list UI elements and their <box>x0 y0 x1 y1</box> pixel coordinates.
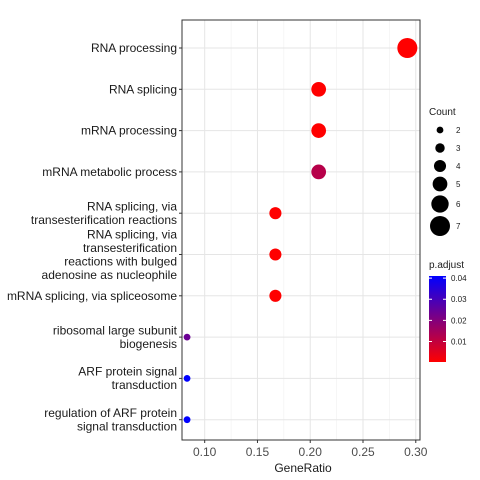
term-label: mRNA processing <box>81 124 177 138</box>
p-adjust-legend: p.adjust 0.01 0.02 0.03 0.04 <box>429 260 467 362</box>
count-legend-key <box>433 159 447 173</box>
x-axis: 0.10 0.15 0.20 0.25 0.30 <box>193 440 428 459</box>
term-point <box>183 375 191 382</box>
term-label: mRNA metabolic process <box>42 165 177 179</box>
term-point <box>183 333 191 341</box>
term-label: mRNA splicing, via spliceosome <box>7 289 177 303</box>
x-tick-label: 0.30 <box>404 445 428 459</box>
panel-grid <box>182 20 420 440</box>
x-tick-label: 0.15 <box>246 445 270 459</box>
count-legend-label: 6 <box>456 200 461 209</box>
x-axis-title: GeneRatio <box>274 461 332 475</box>
count-legend-key <box>431 195 449 213</box>
count-legend-label: 7 <box>456 222 461 231</box>
term-point <box>311 123 327 138</box>
term-label: regulation of ARF protein signal transduc… <box>44 406 177 434</box>
term-label: ARF protein signal transduction <box>78 365 177 393</box>
term-label: RNA splicing, via transesterification reac… <box>42 227 178 282</box>
term-point <box>269 207 282 220</box>
count-legend-label: 4 <box>456 162 461 171</box>
colorbar-label: 0.03 <box>451 295 467 304</box>
count-legend-key <box>435 143 445 153</box>
term-point <box>269 289 282 302</box>
count-legend-title: Count <box>429 107 456 118</box>
term-point <box>397 38 418 58</box>
x-tick-label: 0.20 <box>299 445 323 459</box>
p-adjust-legend-title: p.adjust <box>429 260 464 271</box>
count-legend-label: 5 <box>456 180 461 189</box>
count-legend-label: 2 <box>456 126 461 135</box>
term-label: RNA splicing, via transesterification rea… <box>31 199 177 227</box>
colorbar-label: 0.02 <box>451 316 467 325</box>
term-point <box>311 164 327 180</box>
count-legend-key <box>430 216 450 236</box>
colorbar-label: 0.01 <box>451 338 467 347</box>
count-legend-label: 3 <box>456 144 461 153</box>
count-legend-key <box>436 126 444 134</box>
term-label: RNA processing <box>91 41 177 55</box>
y-axis: RNA processing RNA splicing mRNA processin… <box>7 41 182 433</box>
term-point <box>269 248 282 261</box>
term-point <box>183 416 191 424</box>
p-adjust-colorbar <box>429 276 446 362</box>
panel-border <box>181 19 421 441</box>
term-point <box>311 81 327 97</box>
count-legend-key <box>432 176 448 192</box>
x-tick-label: 0.25 <box>351 445 375 459</box>
x-tick-label: 0.10 <box>193 445 217 459</box>
colorbar-label: 0.04 <box>451 274 467 283</box>
term-label: ribosomal large subunit biogenesis <box>53 323 178 351</box>
data-points <box>183 38 418 424</box>
term-label: RNA splicing <box>109 82 177 96</box>
